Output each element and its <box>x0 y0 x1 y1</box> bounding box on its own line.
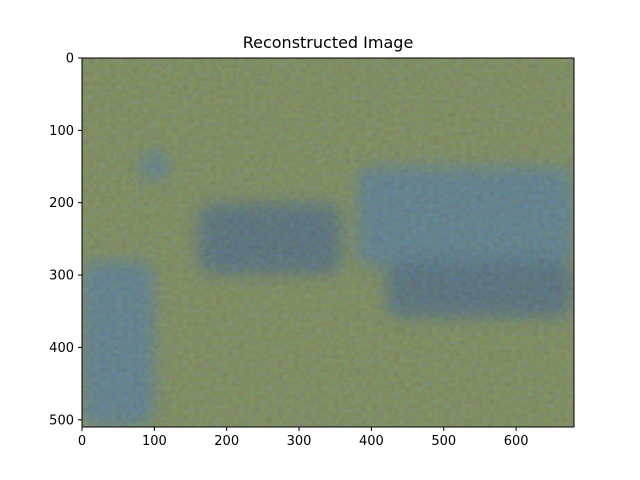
x-tick-label: 100 <box>142 434 167 449</box>
y-axis: 0 100 200 300 400 500 <box>49 52 82 428</box>
y-tick-label: 500 <box>49 413 74 428</box>
x-tick-label: 600 <box>504 434 529 449</box>
y-tick-label: 300 <box>49 269 74 284</box>
axes-frame <box>81 57 575 428</box>
chart-title: Reconstructed Image <box>243 33 414 52</box>
x-tick-label: 0 <box>78 434 86 449</box>
x-tick-label: 500 <box>431 434 456 449</box>
y-tick-label: 100 <box>49 124 74 139</box>
y-tick-label: 200 <box>49 196 74 211</box>
x-tick-label: 400 <box>359 434 384 449</box>
x-tick-label: 200 <box>214 434 239 449</box>
image-layer <box>82 58 574 427</box>
y-tick-label: 0 <box>66 52 74 67</box>
x-axis: 0 100 200 300 400 500 600 <box>78 427 529 449</box>
x-tick-label: 300 <box>287 434 312 449</box>
y-tick-label: 400 <box>49 341 74 356</box>
image-texture <box>82 58 574 427</box>
